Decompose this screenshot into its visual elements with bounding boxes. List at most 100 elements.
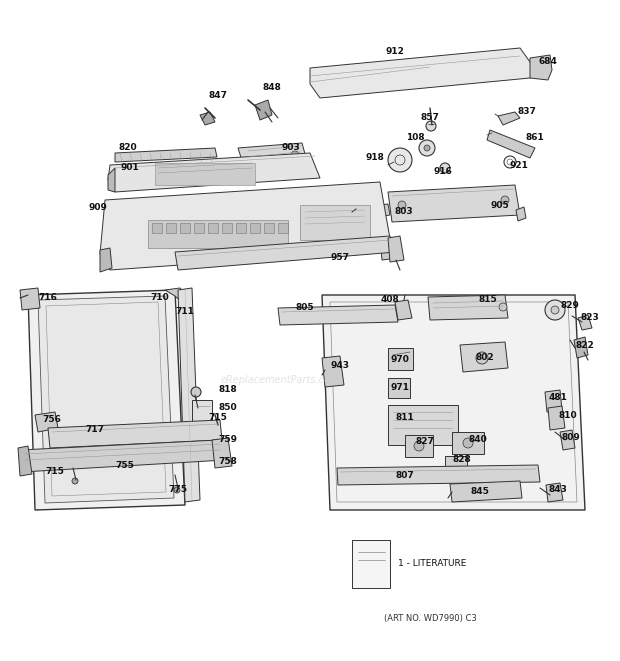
Bar [388, 405, 458, 445]
Polygon shape [28, 290, 185, 510]
Polygon shape [100, 248, 112, 272]
Text: 916: 916 [433, 167, 453, 176]
Text: 857: 857 [420, 114, 440, 122]
Polygon shape [388, 236, 404, 262]
Polygon shape [460, 342, 508, 372]
Text: 710: 710 [151, 293, 169, 303]
Bar [278, 223, 288, 233]
Text: 818: 818 [219, 385, 237, 395]
Polygon shape [255, 100, 272, 120]
Circle shape [414, 441, 424, 451]
Bar [192, 400, 212, 422]
Bar [236, 223, 246, 233]
Polygon shape [545, 390, 562, 412]
Text: 840: 840 [469, 436, 487, 444]
Text: 901: 901 [121, 163, 140, 173]
Polygon shape [546, 483, 563, 502]
Circle shape [214, 424, 220, 430]
Text: 820: 820 [118, 143, 137, 153]
Circle shape [499, 303, 507, 311]
Polygon shape [337, 465, 540, 485]
Text: 822: 822 [575, 340, 595, 350]
Text: 918: 918 [366, 153, 384, 163]
Text: eReplacementParts.com: eReplacementParts.com [220, 375, 340, 385]
Text: 684: 684 [539, 58, 557, 67]
Text: 971: 971 [391, 383, 409, 393]
Polygon shape [165, 288, 190, 305]
Text: 717: 717 [86, 426, 105, 434]
Text: 759: 759 [218, 436, 237, 444]
Polygon shape [20, 288, 40, 310]
Text: 957: 957 [330, 254, 350, 262]
Circle shape [440, 163, 450, 173]
Text: 837: 837 [518, 108, 536, 116]
Polygon shape [178, 288, 200, 502]
Bar [352, 540, 390, 588]
Bar [148, 220, 288, 248]
Text: 905: 905 [490, 200, 510, 210]
Text: 848: 848 [262, 83, 281, 93]
Text: 847: 847 [208, 91, 228, 100]
Bar [264, 223, 274, 233]
Bar [388, 348, 413, 370]
Text: 811: 811 [396, 414, 414, 422]
Polygon shape [108, 153, 320, 192]
Text: 715: 715 [45, 467, 64, 477]
Polygon shape [108, 168, 115, 192]
Polygon shape [380, 238, 398, 260]
Text: 802: 802 [476, 354, 494, 362]
Circle shape [545, 300, 565, 320]
Polygon shape [322, 295, 585, 510]
Text: 845: 845 [471, 488, 489, 496]
Circle shape [291, 151, 299, 159]
Text: 912: 912 [386, 48, 404, 56]
Text: 921: 921 [510, 161, 528, 169]
Bar [250, 223, 260, 233]
Bar [155, 163, 255, 185]
Text: 807: 807 [396, 471, 414, 479]
Bar [452, 432, 484, 454]
Circle shape [388, 148, 412, 172]
Text: 810: 810 [559, 410, 577, 420]
Polygon shape [238, 143, 308, 170]
Polygon shape [355, 204, 390, 220]
Polygon shape [115, 148, 217, 162]
Bar [222, 223, 232, 233]
Polygon shape [530, 55, 552, 80]
Polygon shape [200, 112, 215, 125]
Polygon shape [278, 305, 398, 325]
Text: 408: 408 [381, 295, 399, 305]
Circle shape [191, 387, 201, 397]
Circle shape [551, 306, 559, 314]
Polygon shape [48, 420, 222, 448]
Bar [194, 223, 204, 233]
Text: 843: 843 [549, 485, 567, 494]
Text: 711: 711 [175, 307, 195, 317]
Text: 716: 716 [38, 293, 58, 303]
Polygon shape [348, 207, 358, 220]
Text: 108: 108 [405, 134, 424, 143]
Text: 715: 715 [208, 414, 228, 422]
Polygon shape [395, 300, 412, 320]
Text: 828: 828 [453, 455, 471, 465]
Circle shape [419, 140, 435, 156]
Circle shape [426, 121, 436, 131]
Polygon shape [38, 296, 174, 503]
Text: 903: 903 [281, 143, 300, 153]
Polygon shape [18, 446, 32, 476]
Polygon shape [560, 430, 575, 450]
Circle shape [463, 438, 473, 448]
Text: 809: 809 [562, 434, 580, 442]
Text: 805: 805 [296, 303, 314, 313]
Text: 970: 970 [391, 356, 409, 364]
Polygon shape [322, 356, 344, 387]
Polygon shape [175, 236, 396, 270]
Polygon shape [428, 295, 508, 320]
Polygon shape [20, 440, 225, 472]
Polygon shape [548, 406, 565, 430]
Polygon shape [100, 182, 392, 270]
Circle shape [501, 196, 509, 204]
Polygon shape [516, 207, 526, 221]
Circle shape [424, 145, 430, 151]
Polygon shape [35, 412, 58, 432]
